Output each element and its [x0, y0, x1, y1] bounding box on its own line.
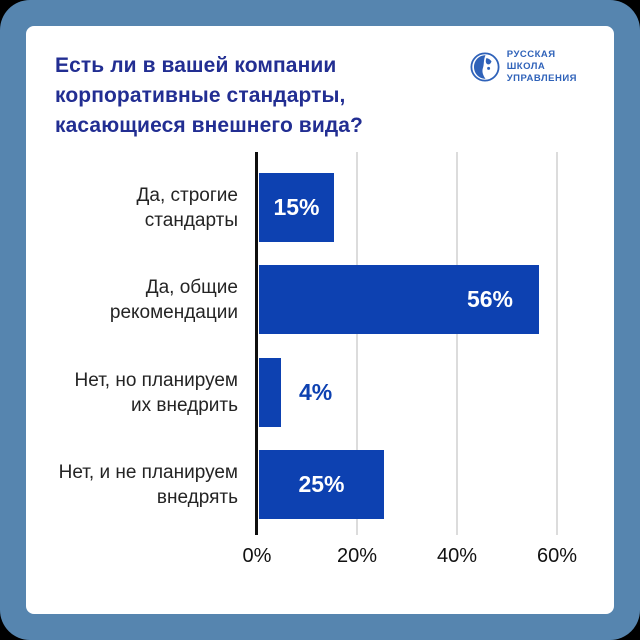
x-tick-label: 60% [536, 545, 578, 567]
gridline-40% [456, 152, 458, 535]
logo-line-1: РУССКАЯ [506, 49, 556, 60]
value-label: 4% [299, 379, 333, 405]
bar-chart: 0% 20% 40% 60% Да, строгие стандарты 15% Да, об… [26, 152, 614, 612]
value-label: 56% [466, 286, 513, 312]
y-axis-line [255, 152, 258, 535]
bar-56%: 56% [259, 265, 539, 334]
x-tick-label: 0% [242, 545, 272, 567]
gridline-60% [556, 152, 558, 535]
bar-25%: 25% [259, 450, 384, 519]
x-tick-label: 20% [336, 545, 378, 567]
gridline-20% [356, 152, 358, 535]
brand-logo: РУССКАЯ ШКОЛА УПРАВЛЕНИЯ [470, 49, 577, 85]
category-label: Нет, и не планируем внедрять [58, 461, 238, 508]
category-label: Да, строгие стандарты [136, 184, 238, 231]
bar-15%: 15% [259, 173, 334, 242]
infographic-card: Есть ли в вашей компании корпоративные ст… [26, 26, 614, 614]
brand-logo-text: РУССКАЯ ШКОЛА УПРАВЛЕНИЯ [507, 49, 577, 85]
value-label: 15% [273, 194, 320, 220]
rsu-face-emblem-icon [470, 52, 500, 82]
logo-line-3: УПРАВЛЕНИЯ [506, 73, 577, 84]
category-label: Нет, но планируем их внедрить [74, 369, 238, 416]
category-label: Да, общие рекомендации [109, 276, 238, 323]
chart-title: Есть ли в вашей компании корпоративные ст… [55, 54, 363, 137]
x-tick-label: 40% [436, 545, 478, 567]
value-label: 25% [298, 471, 345, 497]
bar-4% [259, 358, 281, 427]
logo-line-2: ШКОЛА [506, 61, 546, 72]
